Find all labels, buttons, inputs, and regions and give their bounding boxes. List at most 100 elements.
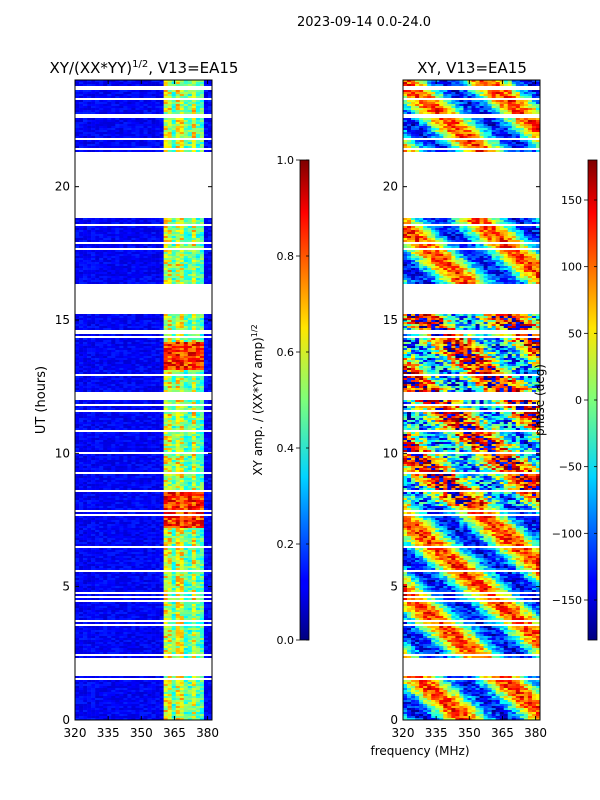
heat-cell <box>91 530 96 532</box>
heat-cell <box>199 498 205 500</box>
heat-cell <box>131 628 136 630</box>
heat-cell <box>139 454 144 456</box>
heat-cell <box>99 574 104 576</box>
heat-cell <box>107 434 112 436</box>
heat-cell <box>95 584 100 586</box>
heat-cell <box>131 598 136 600</box>
heat-cell <box>171 588 177 590</box>
heat-cell <box>187 574 193 576</box>
heat-cell <box>79 534 84 536</box>
heat-cell <box>143 418 148 420</box>
heat-cell <box>135 518 140 520</box>
heat-cell <box>79 506 84 508</box>
heat-cell <box>79 574 84 576</box>
heat-cell <box>95 582 100 584</box>
heat-cell <box>107 566 112 568</box>
heat-cell <box>119 426 124 428</box>
heat-cell <box>187 536 193 538</box>
heat-cell <box>163 632 168 634</box>
heat-cell <box>191 680 197 682</box>
heat-cell <box>151 552 156 554</box>
heat-cell <box>111 530 116 532</box>
heat-cell <box>91 420 96 422</box>
heat-cell <box>75 458 80 460</box>
heat-cell <box>75 366 80 368</box>
heat-cell <box>135 618 140 620</box>
heat-cell <box>179 610 185 612</box>
heat-cell <box>203 552 209 554</box>
heat-cell <box>147 460 152 462</box>
heat-cell <box>151 508 156 510</box>
heat-cell <box>95 420 100 422</box>
heat-cell <box>135 366 140 368</box>
heat-cell <box>115 610 120 612</box>
heat-cell <box>195 544 201 546</box>
heat-cell <box>159 520 164 522</box>
heat-cell <box>139 526 144 528</box>
heat-cell <box>163 424 168 426</box>
heat-cell <box>119 474 124 476</box>
heat-cell <box>107 446 112 448</box>
heat-cell <box>171 594 177 596</box>
heat-cell <box>103 676 108 678</box>
heat-cell <box>79 688 84 690</box>
heat-cell <box>187 568 193 570</box>
heat-cell <box>99 638 104 640</box>
heat-cell <box>159 428 164 430</box>
heat-cell <box>111 480 116 482</box>
heat-cell <box>175 482 181 484</box>
heat-cell <box>203 640 209 642</box>
heat-cell <box>183 712 189 714</box>
heat-cell <box>195 586 201 588</box>
heat-cell <box>95 590 100 592</box>
heat-cell <box>107 606 112 608</box>
heat-cell <box>175 538 181 540</box>
heat-cell <box>135 476 140 478</box>
heat-cell <box>159 560 164 562</box>
heat-cell <box>119 628 124 630</box>
heat-cell <box>207 706 212 708</box>
heat-cell <box>107 448 112 450</box>
heat-cell <box>179 460 185 462</box>
heat-cell <box>79 496 84 498</box>
heat-cell <box>191 516 197 518</box>
heat-cell <box>159 522 164 524</box>
heat-cell <box>187 646 193 648</box>
heat-cell <box>159 552 164 554</box>
heat-cell <box>175 560 181 562</box>
heat-cell <box>207 644 212 646</box>
heat-cell <box>163 388 168 390</box>
heat-cell <box>111 568 116 570</box>
heat-cell <box>99 442 104 444</box>
heat-cell <box>179 638 185 640</box>
heat-cell <box>75 584 80 586</box>
heat-cell <box>115 594 120 596</box>
heat-cell <box>119 454 124 456</box>
heat-cell <box>75 474 80 476</box>
heat-cell <box>187 688 193 690</box>
heat-cell <box>203 704 209 706</box>
heat-cell <box>111 402 116 404</box>
heat-cell <box>191 382 197 384</box>
heat-cell <box>119 492 124 494</box>
heat-cell <box>87 466 92 468</box>
heat-cell <box>187 436 193 438</box>
heat-cell <box>95 446 100 448</box>
heat-cell <box>179 548 185 550</box>
heat-cell <box>83 402 88 404</box>
heat-cell <box>111 642 116 644</box>
heat-cell <box>127 646 132 648</box>
heat-cell <box>159 494 164 496</box>
heat-cell <box>207 508 212 510</box>
heat-cell <box>111 532 116 534</box>
heat-cell <box>99 456 104 458</box>
heat-cell <box>187 564 193 566</box>
heat-cell <box>171 652 177 654</box>
heat-cell <box>107 644 112 646</box>
heat-cell <box>103 486 108 488</box>
heat-cell <box>167 388 173 390</box>
heat-cell <box>123 582 128 584</box>
heat-cell <box>175 554 181 556</box>
heat-cell <box>183 698 189 700</box>
heat-cell <box>139 640 144 642</box>
